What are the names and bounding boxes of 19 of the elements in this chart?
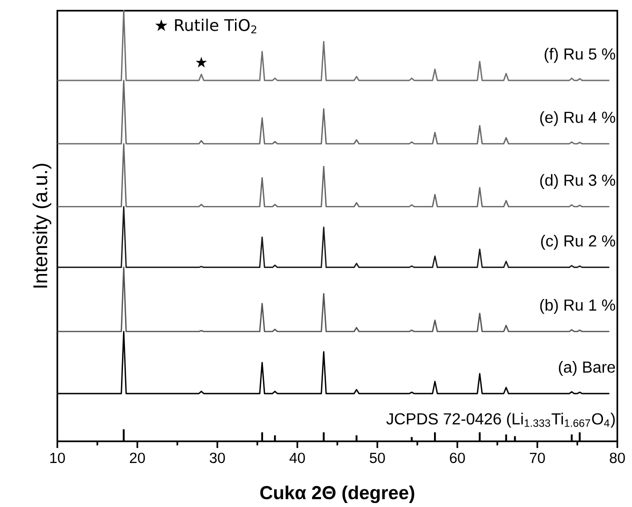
x-axis-title: Cukα 2Θ (degree): [260, 485, 414, 503]
x-tick-label: 20: [130, 452, 145, 463]
series-label: (c) Ru 2 %: [541, 234, 616, 250]
series-label: (d) Ru 3 %: [540, 174, 616, 189]
series-label: JCPDS 72-0426 (Li$_{1.333}$Ti$_{1.667}$O$_{4}$): [386, 412, 615, 428]
x-tick-label: 70: [530, 452, 545, 463]
x-tick-label: 80: [610, 452, 625, 463]
x-tick-label: 30: [210, 452, 225, 463]
series-label: (a) Bare: [558, 360, 615, 376]
x-tick-label: 10: [50, 452, 65, 463]
annotation: ★ Rutile TiO$_{2}$: [155, 18, 256, 34]
series-label: (b) Ru 1 %: [540, 298, 616, 314]
annotation: ★: [196, 56, 207, 68]
series-label: (f) Ru 5 %: [544, 48, 616, 63]
y-axis-title: Intensity (a.u.): [32, 164, 52, 288]
series-label: (e) Ru 4 %: [540, 111, 616, 126]
x-tick-label: 50: [370, 452, 385, 463]
x-tick-label: 60: [450, 452, 465, 463]
x-tick-label: 40: [290, 452, 305, 463]
